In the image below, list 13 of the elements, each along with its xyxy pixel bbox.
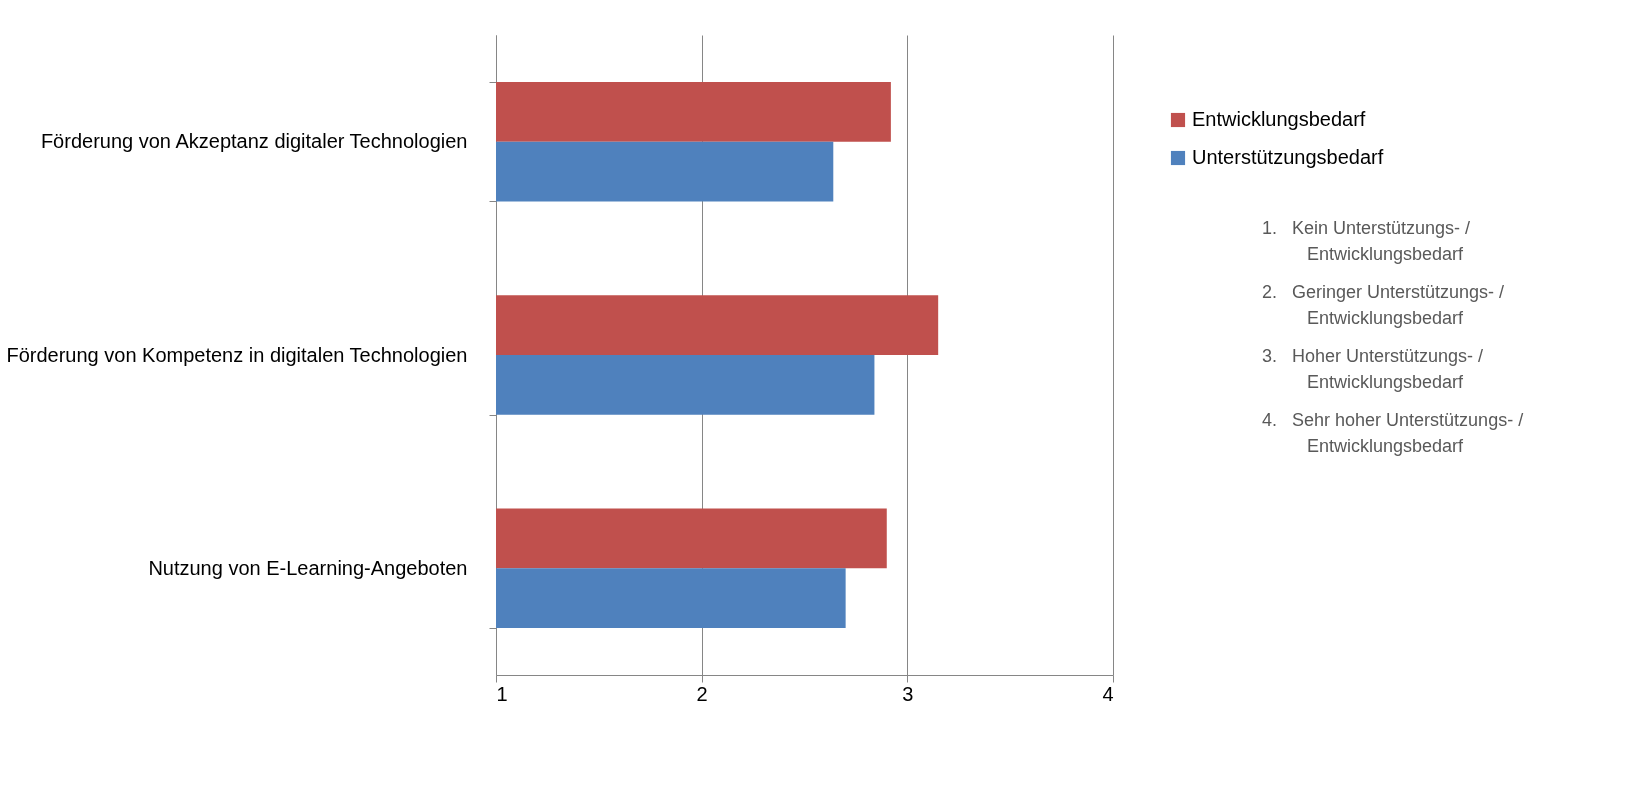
x-tick-label: 3	[902, 682, 914, 705]
y-tick-label: Förderung von Kompetenz in digitalen Technologien	[6, 343, 468, 366]
text: 1. Kein Unterstützungs- / Entwicklungsbedarf	[1262, 217, 1472, 266]
legend-label: Entwicklungsbedarf	[1192, 108, 1366, 130]
legend-label: Unterstützungsbedarf	[1192, 146, 1384, 168]
x-tick-label: 4	[1102, 682, 1114, 705]
text: 2. Geringer Unterstützungs- / Entwicklungsbedarf	[1262, 281, 1506, 330]
text: 4. Sehr hoher Unterstützungs- / Entwicklungsbedarf	[1262, 409, 1525, 458]
y-tick-label: Nutzung von E-Learning-Angeboten	[148, 556, 468, 579]
x-tick-label: 2	[696, 682, 708, 705]
y-tick-label: Förderung von Akzeptanz digitaler Technologien	[40, 130, 468, 153]
text: 3. Hoher Unterstützungs- / Entwicklungsbedarf	[1262, 345, 1485, 394]
x-tick-label: 1	[496, 682, 508, 705]
